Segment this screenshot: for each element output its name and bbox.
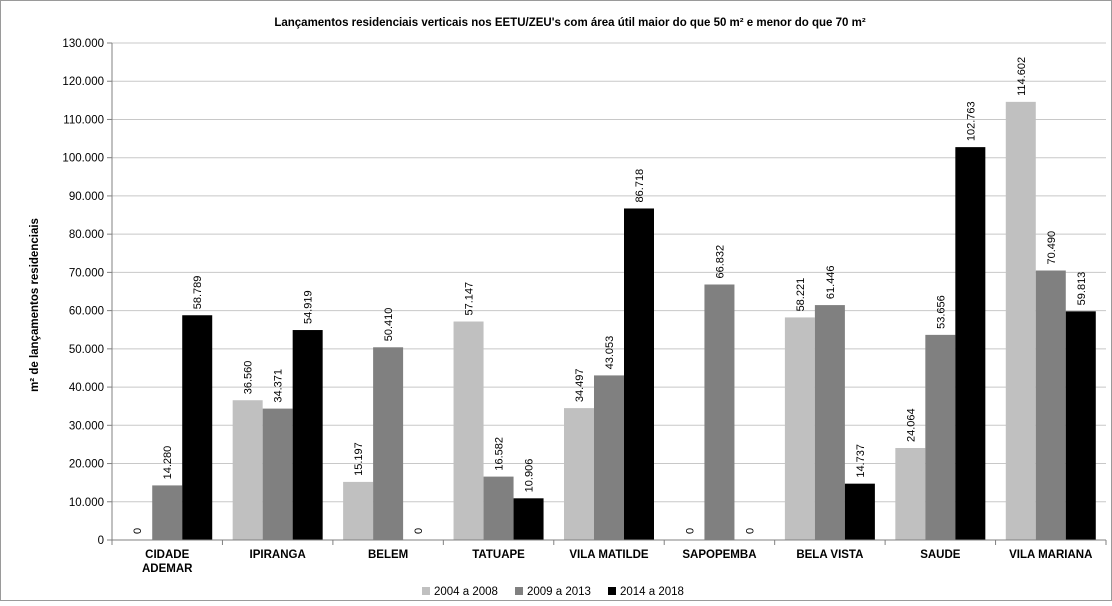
- bar: [262, 408, 293, 540]
- data-label: 59.813: [1076, 272, 1088, 306]
- data-label: 70.490: [1046, 231, 1058, 265]
- x-category-label: TATUAPE: [472, 549, 525, 561]
- y-tick-label: 30.000: [69, 420, 104, 432]
- x-category-label: VILA MARIANA: [1009, 549, 1092, 561]
- bar: [564, 408, 594, 540]
- bar: [955, 147, 986, 540]
- bar: [292, 330, 323, 540]
- legend-swatch: [515, 587, 523, 595]
- bar: [895, 448, 926, 540]
- data-label: 61.446: [825, 265, 837, 299]
- y-tick-label: 110.000: [63, 114, 104, 126]
- y-tick-label: 50.000: [69, 344, 104, 356]
- x-category-label: ADEMAR: [142, 563, 193, 575]
- y-axis-ticks: 0 10.000 20.000 30.000 40.000 50.000 60.000 70.…: [62, 38, 112, 547]
- data-label: 0: [132, 528, 144, 534]
- bar: [704, 284, 735, 540]
- y-tick-label: 130.000: [62, 38, 104, 50]
- data-label: 15.197: [353, 442, 365, 476]
- data-label: 58.221: [795, 278, 807, 312]
- y-tick-label: 90.000: [69, 191, 104, 203]
- bar: [232, 400, 263, 540]
- y-tick-label: 60.000: [69, 306, 104, 318]
- bar: [182, 315, 213, 540]
- data-label: 53.656: [935, 295, 947, 329]
- legend: 2004 a 2008 2009 a 2013 2014 a 2018: [422, 586, 684, 598]
- bar: [1065, 311, 1096, 540]
- y-tick-label: 100.000: [62, 153, 104, 165]
- chart-title: Lançamentos residenciais verticais nos E…: [274, 17, 866, 29]
- data-label: 102.763: [965, 101, 977, 141]
- bar: [784, 317, 815, 540]
- y-tick-label: 40.000: [69, 382, 104, 394]
- bar: [1035, 270, 1066, 540]
- bar: [814, 305, 845, 540]
- x-category-label: SAPOPEMBA: [682, 549, 756, 561]
- x-category-label: CIDADE: [145, 549, 189, 561]
- legend-label: 2009 a 2013: [527, 586, 591, 598]
- bar: [483, 476, 514, 540]
- bar: [925, 334, 956, 540]
- data-label: 14.737: [855, 444, 867, 478]
- data-label: 58.789: [192, 276, 204, 310]
- legend-swatch: [422, 587, 430, 595]
- bar: [453, 321, 484, 540]
- data-label: 54.919: [303, 290, 315, 324]
- data-label: 0: [744, 528, 756, 534]
- data-label: 114.602: [1016, 57, 1028, 96]
- bar: [594, 375, 624, 540]
- y-tick-label: 120.000: [62, 76, 104, 88]
- data-label: 50.410: [383, 308, 395, 342]
- axes: [111, 43, 1107, 545]
- legend-label: 2014 a 2018: [620, 586, 684, 598]
- data-label: 10.906: [524, 459, 536, 493]
- y-axis-label: m² de lançamentos residenciais: [29, 218, 41, 392]
- data-label: 36.560: [243, 361, 255, 395]
- data-label: 43.053: [604, 336, 616, 370]
- x-axis-categories: CIDADE ADEMAR IPIRANGA BELEM TATUAPE VILA MAT…: [142, 549, 1092, 575]
- data-label: 86.718: [634, 169, 646, 203]
- y-tick-label: 70.000: [69, 267, 104, 279]
- y-tick-label: 20.000: [69, 459, 104, 471]
- bars: [152, 101, 1096, 541]
- bar: [373, 347, 404, 540]
- x-category-label: SAUDE: [920, 549, 961, 561]
- data-labels: 0 14.280 58.789 36.560 34.371 54.919 15.197 50.…: [132, 57, 1088, 534]
- bar: [152, 485, 183, 540]
- data-label: 66.832: [714, 245, 726, 279]
- data-label: 0: [413, 528, 425, 534]
- y-tick-label: 0: [98, 535, 104, 547]
- data-label: 0: [684, 528, 696, 534]
- x-category-label: BELEM: [368, 549, 408, 561]
- legend-swatch: [608, 587, 616, 595]
- data-label: 16.582: [494, 437, 506, 471]
- legend-label: 2004 a 2008: [434, 586, 498, 598]
- bar: [624, 208, 654, 541]
- x-category-label: VILA MATILDE: [569, 549, 649, 561]
- x-category-label: IPIRANGA: [250, 549, 306, 561]
- data-label: 57.147: [464, 282, 476, 316]
- y-tick-label: 80.000: [69, 229, 104, 241]
- bar: [1005, 101, 1036, 540]
- data-label: 34.371: [273, 369, 285, 403]
- x-category-label: BELA VISTA: [796, 549, 863, 561]
- data-label: 24.064: [905, 408, 917, 442]
- bar: [844, 483, 875, 540]
- data-label: 14.280: [162, 446, 174, 480]
- bar: [343, 481, 374, 540]
- bar: [513, 498, 544, 540]
- y-tick-label: 10.000: [69, 497, 104, 509]
- data-label: 34.497: [574, 368, 586, 402]
